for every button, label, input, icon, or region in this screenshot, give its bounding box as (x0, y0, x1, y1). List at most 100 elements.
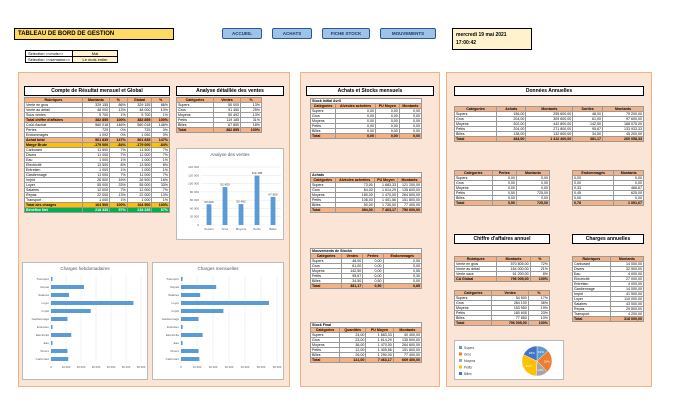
table-cell: PU Moyen (375, 103, 400, 109)
pie-label: 31% (526, 364, 532, 368)
pie-chart-svg: 13% Supers 25% Gros 13% Moyens 31% Petits 18% Bil… (459, 345, 553, 377)
ca-table: Rubriques Montants% Vente en gros 570 805,0… (453, 256, 551, 282)
pie-chart: 13% Supers 25% Gros 13% Moyens 31% Petits 18% Bil… (454, 340, 564, 380)
y-tick-label: 40 000 (190, 206, 200, 210)
table-cell: 264 600,00 (396, 192, 423, 198)
bar-transport (51, 277, 53, 281)
table-cell: Alvéoles achetées (334, 177, 375, 183)
data-label: 91 450 (220, 183, 230, 187)
y-tick-label: Entretien (37, 325, 49, 329)
header-row: Catégories Achats Montants Sorties Montants (453, 106, 645, 112)
table-cell: Total (453, 320, 493, 326)
y-tick-label: Impôt (41, 309, 49, 313)
table-cell: 0,50 (491, 200, 517, 206)
data-label: 119 185 (252, 171, 263, 175)
bar-divers (181, 349, 199, 353)
y-tick-label: Carburant (166, 357, 180, 361)
table-cell: 7 463,17 (373, 207, 398, 213)
y-tick-label: 140 000 (188, 165, 199, 169)
header-row: Catégories Ventes% (453, 290, 551, 296)
x-tick-label: Billes (269, 227, 277, 231)
charges-annuelles-title: Charges annuelles (572, 234, 644, 244)
table-row: Total 381,17 0,50 0,85 (309, 283, 423, 289)
y-tick-label: Salaires (38, 293, 49, 297)
charges-hebdo-svg: 0 10 000 20 000 30 000 40 000 50 000 60 000 Tra… (32, 275, 146, 369)
table-row: Divers 11 000 7% 11 000 7% (24, 152, 170, 158)
table-row: Achat total 561 835 147% 561 835 147% (24, 137, 170, 143)
header-row: Catégories Ventes% (176, 97, 262, 103)
table-cell: Catégories (310, 177, 336, 183)
table-row: Moyens 153 950 19% (453, 305, 551, 311)
table-cell: Alvéoles achetées (335, 103, 377, 109)
table-cell: Bénéfice Net (24, 207, 83, 213)
data-label: 50 000 (204, 200, 214, 204)
stock-final-table: Stock Final Catégories Quantités PU Moyen Mo… (309, 322, 423, 363)
header-row: Catégories Quantités PU Moyen Montants (309, 327, 423, 333)
bar-impôt (51, 309, 91, 313)
charges-hebdo-chart: Charges hebdomadaires 0 10 000 20 000 30 00… (22, 262, 148, 380)
bar-eau (51, 341, 53, 345)
table-cell: 0,00 (398, 133, 423, 139)
table-cell: 669 400,00 (392, 357, 423, 363)
bar-carburant (181, 357, 200, 361)
table-row: Total 318 000,00 (572, 316, 645, 322)
endommages-table: Endommagés Montants 0,00 0,00 0,00 0,00 0,33 46… (571, 170, 644, 206)
table-row: Vente en gros 329 155 86% 329 155 86% (24, 102, 170, 108)
table-cell: 100% (527, 320, 551, 326)
x-tick-label: 10 000 (193, 365, 202, 369)
table-cell: PU Moyen (373, 177, 398, 183)
pie-slice-petits (521, 354, 538, 377)
nav-mouvements-button[interactable]: MOUVEMENTS (380, 28, 436, 39)
ventes-chart: Analyse des ventes 140 000 120 000 100 000… (176, 148, 284, 240)
y-tick-label: Loyer (41, 301, 49, 305)
cat-ventes-table: Catégories Ventes% Supers 54 500 17% Gros 284 … (453, 290, 551, 326)
marge-row: Marge Brute -179 000 -84% -179 000 -84% (24, 142, 170, 148)
bar-entretien (181, 325, 183, 329)
legend-label: Billes (464, 372, 472, 376)
table-cell: Total (453, 136, 498, 142)
x-tick-label: 0 (50, 365, 52, 369)
compte-resultat-title: Compte de Résultat mensuel et Global (24, 86, 170, 96)
week-select[interactable]: Le mois entier (72, 56, 119, 63)
pie-label: 13% (537, 368, 543, 372)
table-cell: Total (309, 357, 341, 363)
header-row: Catégories Alvéoles achetées PU Moyen Monta… (310, 177, 423, 183)
x-tick-label: 50 000 (257, 365, 266, 369)
legend-label: Moyens (464, 359, 476, 363)
table-cell: 1 091,67 (613, 200, 644, 206)
table-cell: 725,00 (515, 200, 551, 206)
table-cell: 0,00 (335, 133, 377, 139)
pie-label: 25% (544, 359, 550, 363)
x-tick-label: 60 000 (137, 365, 146, 369)
y-tick-label: Loyer (171, 301, 179, 305)
table-cell: 0,00 (375, 133, 400, 139)
y-tick-label: 80 000 (190, 190, 200, 194)
table-cell: Catégories (309, 103, 337, 109)
ventes-table: Catégories Ventes% Supers 50 000 13% Gros 91 4… (176, 97, 262, 133)
nav-fiche-stock-button[interactable]: FICHE STOCK (322, 28, 370, 39)
x-tick-label: 60 000 (273, 365, 282, 369)
header-row: Catégories Pertes Montants (454, 170, 551, 176)
nav-accueil-button[interactable]: ACCUEIL (222, 28, 262, 39)
y-tick-label: 0 (197, 223, 199, 227)
table-cell: 381,17 (572, 136, 603, 142)
bar-loyer (51, 301, 134, 305)
table-row: Total 121,00 7 463,17 669 400,00 (309, 357, 423, 363)
table-cell: Total (309, 283, 343, 289)
table-row: CA Global 796 005,00 100% (453, 276, 551, 282)
table-cell: Total (309, 133, 337, 139)
table-row: Total chiffre d'affaires 382 855 100% 382 8… (24, 117, 170, 123)
table-cell: 381,17 (341, 283, 364, 289)
bar-moyens (238, 204, 244, 225)
y-tick-label: Divers (170, 349, 179, 353)
legend-label: Gros (464, 352, 471, 356)
table-cell: 796 005,00 (491, 320, 529, 326)
y-tick-label: Impôt (171, 309, 179, 313)
y-tick-label: Electricité (166, 333, 179, 337)
ca-annuel-title: Chiffre d'affaires annuel (454, 234, 550, 244)
nav-achats-button[interactable]: ACHATS (272, 28, 312, 39)
table-cell: 218 335 (81, 207, 111, 213)
date-box: mercredi 19 mai 2021 17:00:42 (452, 28, 532, 50)
x-tick-label: 10 000 (62, 365, 71, 369)
y-tick-label: Entretien (167, 325, 179, 329)
